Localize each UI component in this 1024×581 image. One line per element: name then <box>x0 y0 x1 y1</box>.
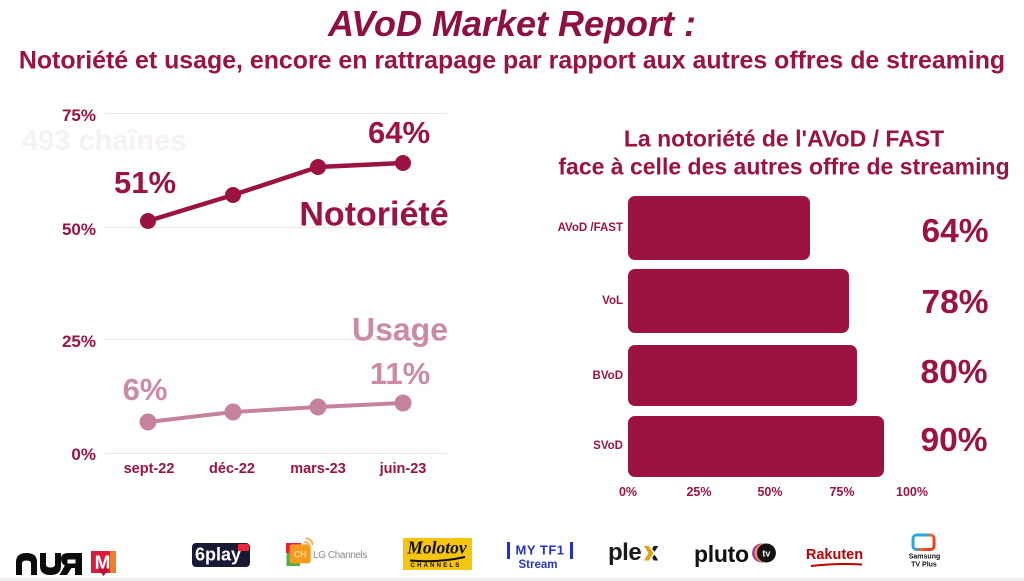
svg-text:CH: CH <box>294 550 307 560</box>
svg-text:tv: tv <box>762 549 770 559</box>
